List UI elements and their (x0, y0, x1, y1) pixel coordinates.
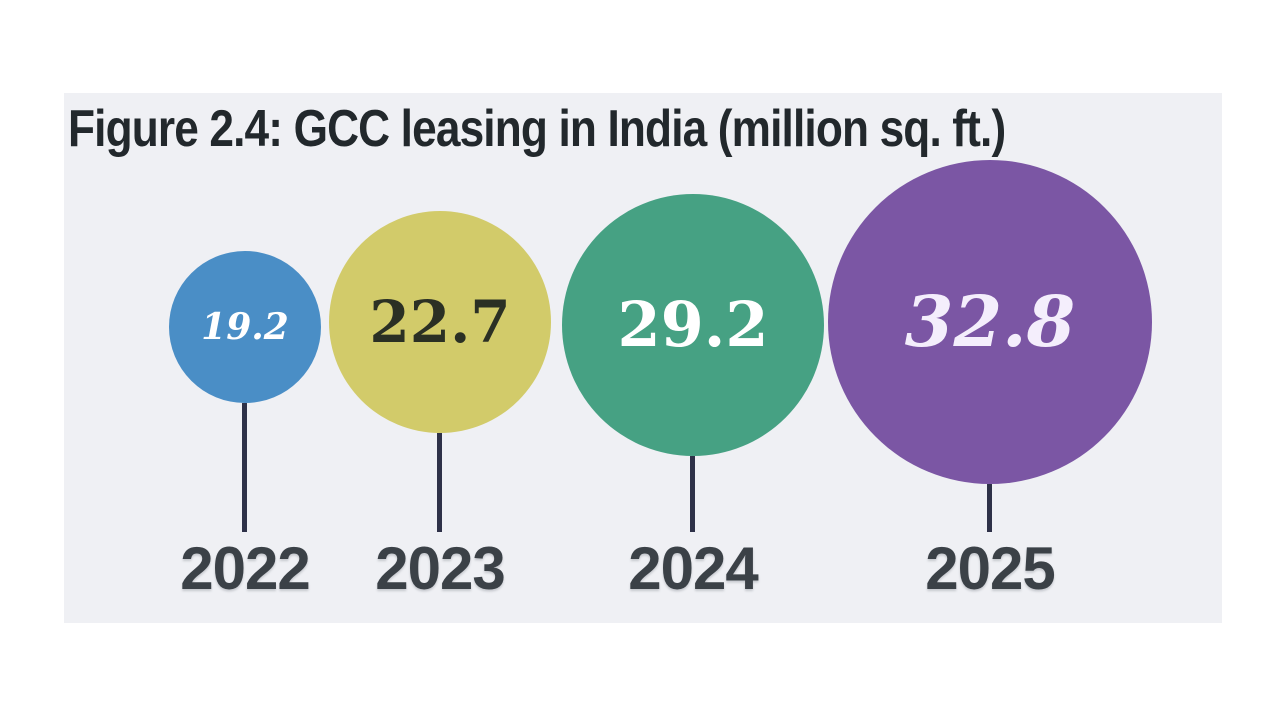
chart-title: Figure 2.4: GCC leasing in India (millio… (68, 100, 1006, 158)
stem-2025 (987, 484, 992, 532)
bubble-value-2022: 19.2 (201, 306, 289, 348)
bubble-value-2023: 22.7 (369, 288, 511, 356)
bubble-2025: 32.8 (828, 160, 1152, 484)
bubble-value-2025: 32.8 (904, 280, 1076, 363)
bubble-2023: 22.7 (329, 211, 551, 433)
year-label-2023: 2023 (375, 535, 505, 602)
year-label-2025: 2025 (925, 535, 1055, 602)
stem-2023 (437, 433, 442, 532)
year-label-2024: 2024 (628, 535, 758, 602)
bubble-value-2024: 29.2 (617, 288, 769, 361)
bubble-2024: 29.2 (562, 194, 824, 456)
chart-panel: Figure 2.4: GCC leasing in India (millio… (64, 93, 1222, 623)
stem-2022 (242, 403, 247, 532)
year-label-2022: 2022 (180, 535, 310, 602)
stem-2024 (690, 456, 695, 532)
bubble-2022: 19.2 (169, 251, 321, 403)
